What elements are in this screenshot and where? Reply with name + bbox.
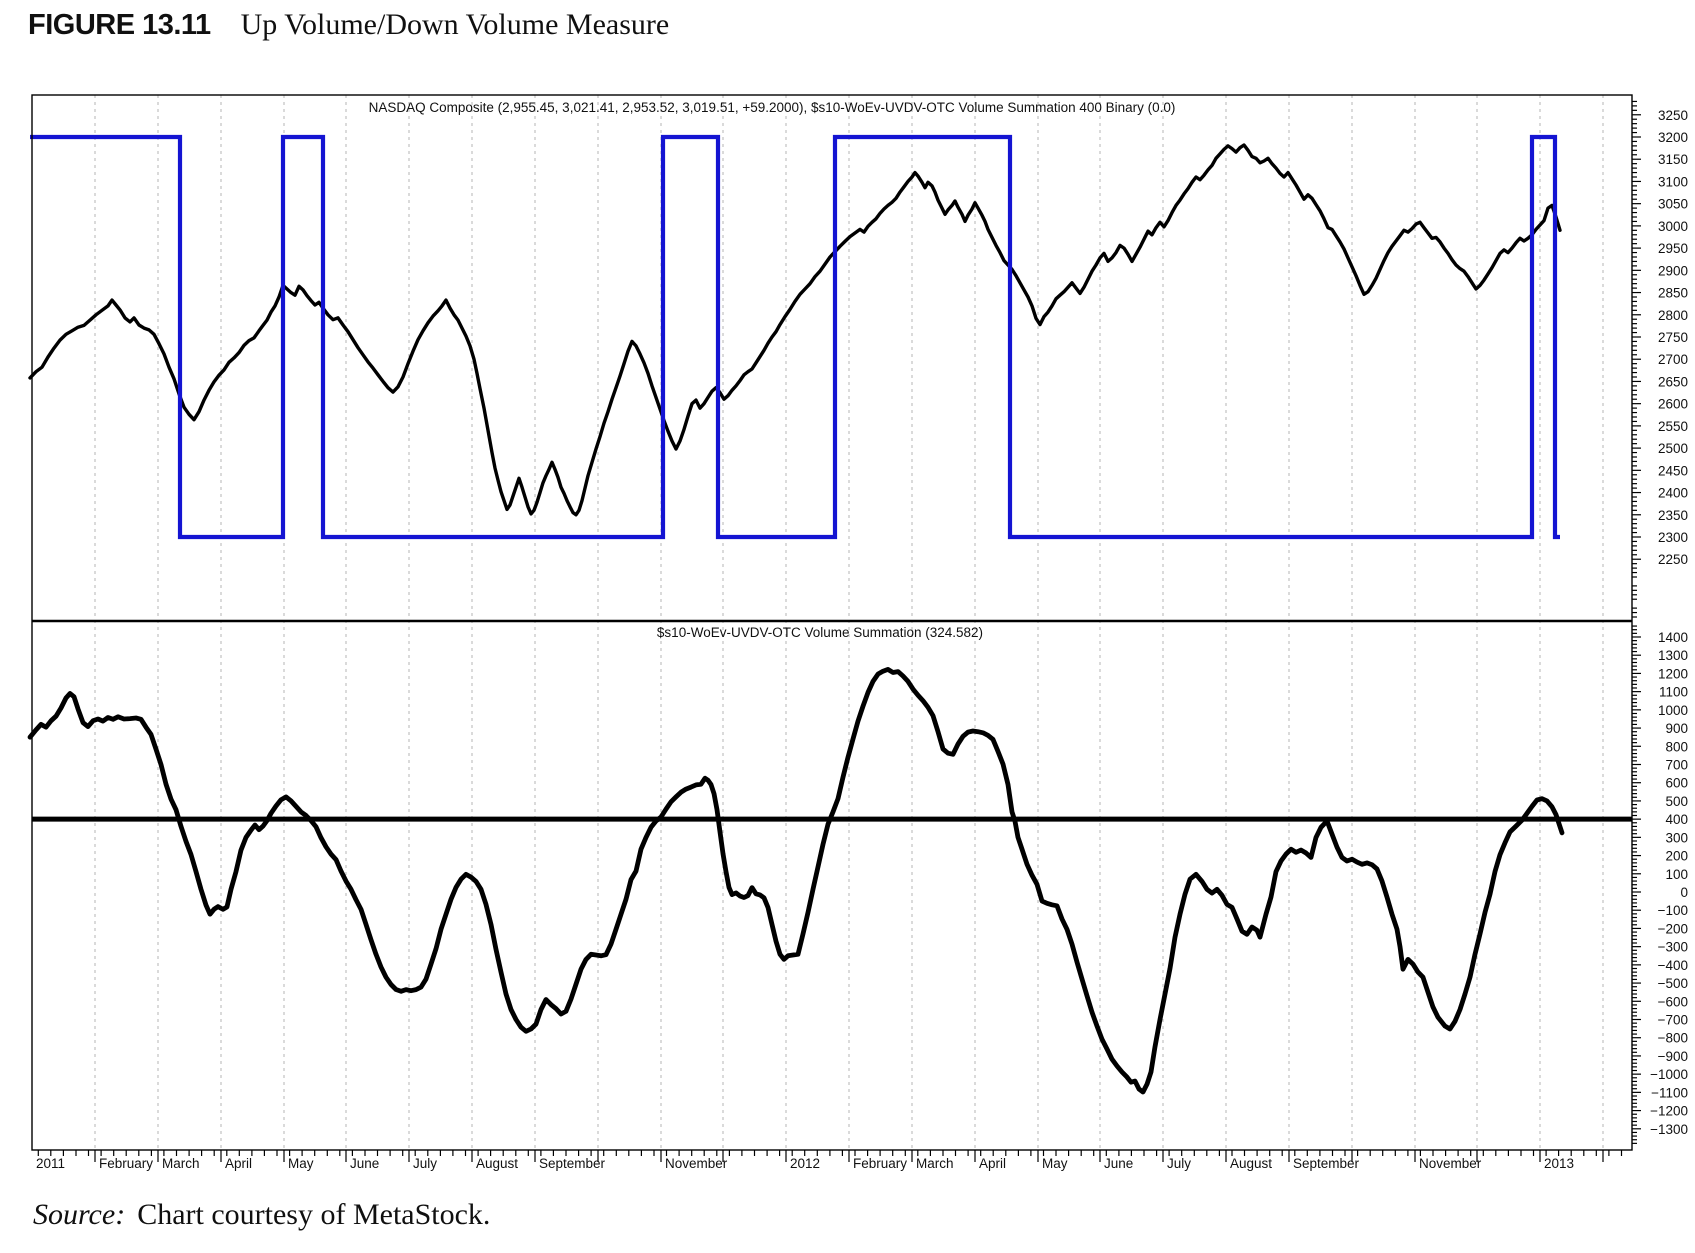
figure-label: FIGURE 13.11	[28, 9, 211, 41]
y-tick-label: 300	[1665, 830, 1688, 845]
x-axis-label: April	[225, 1156, 252, 1171]
y-tick-label: 600	[1665, 776, 1688, 791]
y-tick-label: 2250	[1658, 552, 1688, 567]
y-tick-label: 100	[1665, 867, 1688, 882]
x-axis-label: November	[1419, 1156, 1482, 1171]
y-tick-label: −800	[1658, 1031, 1688, 1046]
y-tick-label: 2350	[1658, 508, 1688, 523]
x-axis-label: May	[288, 1156, 314, 1171]
y-tick-label: 2950	[1658, 241, 1688, 256]
y-tick-label: 900	[1665, 721, 1688, 736]
y-tick-label: −200	[1658, 921, 1688, 936]
x-axis-label: 2011	[36, 1156, 65, 1171]
x-axis-label: June	[1104, 1156, 1133, 1171]
oscillator-panel-title: $s10-WoEv-UVDV-OTC Volume Summation (324…	[657, 625, 983, 640]
y-tick-label: 2300	[1658, 530, 1688, 545]
source-prefix: Source:	[33, 1198, 126, 1231]
y-tick-label: 1400	[1658, 630, 1688, 645]
y-tick-label: 2600	[1658, 397, 1688, 412]
y-tick-label: −400	[1658, 958, 1688, 973]
y-tick-label: −300	[1658, 940, 1688, 955]
figure-title: Up Volume/Down Volume Measure	[240, 8, 670, 41]
y-tick-label: 2900	[1658, 263, 1688, 278]
y-tick-label: −900	[1658, 1049, 1688, 1064]
x-axis-label: September	[1293, 1156, 1360, 1171]
y-tick-label: 3050	[1658, 197, 1688, 212]
y-tick-label: 800	[1665, 739, 1688, 754]
figure-header: FIGURE 13.11 Up Volume/Down Volume Measur…	[28, 8, 669, 42]
oscillator-line	[27, 667, 1565, 1095]
y-tick-label: 2700	[1658, 352, 1688, 367]
x-axis-label: March	[162, 1156, 200, 1171]
y-tick-label: −500	[1658, 976, 1688, 991]
x-axis-label: September	[539, 1156, 606, 1171]
y-tick-label: 700	[1665, 757, 1688, 772]
y-tick-label: 2800	[1658, 308, 1688, 323]
y-tick-label: −100	[1658, 903, 1688, 918]
source-text: Chart courtesy of MetaStock.	[137, 1198, 491, 1231]
gridlines	[94, 95, 1604, 1150]
x-axis-label: 2013	[1544, 1156, 1574, 1171]
y-tick-label: −1100	[1651, 1085, 1688, 1100]
y-tick-label: 1200	[1658, 666, 1688, 681]
y-tick-label: 200	[1665, 849, 1688, 864]
x-axis-label: November	[665, 1156, 728, 1171]
y-tick-label: −1000	[1650, 1067, 1688, 1082]
y-tick-label: 1300	[1658, 648, 1688, 663]
x-axis-label: February	[853, 1156, 907, 1171]
y-tick-label: 2400	[1658, 486, 1688, 501]
x-axis-label: June	[350, 1156, 379, 1171]
x-axis-label: February	[99, 1156, 153, 1171]
y-tick-label: 1100	[1659, 685, 1688, 700]
y-tick-label: 2450	[1658, 463, 1688, 478]
x-axis-label: August	[1230, 1156, 1272, 1171]
y-tick-label: −1200	[1650, 1104, 1688, 1119]
y-tick-label: 500	[1665, 794, 1688, 809]
y-tick-label: 3200	[1658, 130, 1688, 145]
axes: 3250320031503100305030002950290028502800…	[31, 94, 1688, 1171]
y-tick-label: −600	[1658, 994, 1688, 1009]
y-tick-label: 400	[1665, 812, 1688, 827]
y-tick-label: 3150	[1658, 152, 1688, 167]
chart-series	[27, 134, 1632, 1095]
y-tick-label: 2550	[1658, 419, 1688, 434]
x-axis-label: July	[1167, 1156, 1191, 1171]
x-axis-label: 2012	[790, 1156, 820, 1171]
y-tick-label: 3100	[1658, 174, 1688, 189]
y-tick-label: 2500	[1658, 441, 1688, 456]
y-tick-label: −700	[1658, 1013, 1688, 1028]
x-axis-label: April	[979, 1156, 1006, 1171]
price-panel-title: NASDAQ Composite (2,955.45, 3,021.41, 2,…	[369, 100, 1176, 115]
y-tick-label: 3250	[1658, 108, 1688, 123]
y-tick-label: −1300	[1650, 1122, 1688, 1137]
price-line	[28, 143, 1562, 517]
chart-frame	[31, 94, 1633, 1151]
y-tick-label: 2850	[1658, 286, 1688, 301]
y-tick-label: 2750	[1658, 330, 1688, 345]
binary-signal-line	[30, 134, 1560, 540]
x-axis-label: July	[413, 1156, 437, 1171]
x-axis-label: March	[916, 1156, 954, 1171]
x-axis-label: May	[1042, 1156, 1068, 1171]
y-tick-label: 2650	[1658, 374, 1688, 389]
source-caption: Source: Chart courtesy of MetaStock.	[33, 1198, 490, 1232]
y-tick-label: 0	[1680, 885, 1688, 900]
y-tick-label: 3000	[1658, 219, 1688, 234]
x-axis-label: August	[476, 1156, 518, 1171]
y-tick-label: 1000	[1658, 703, 1688, 718]
